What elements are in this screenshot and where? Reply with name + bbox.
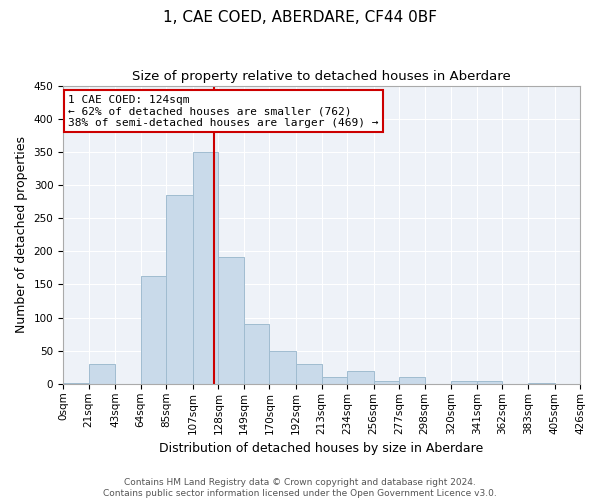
X-axis label: Distribution of detached houses by size in Aberdare: Distribution of detached houses by size … [160, 442, 484, 455]
Y-axis label: Number of detached properties: Number of detached properties [15, 136, 28, 333]
Title: Size of property relative to detached houses in Aberdare: Size of property relative to detached ho… [132, 70, 511, 83]
Text: 1, CAE COED, ABERDARE, CF44 0BF: 1, CAE COED, ABERDARE, CF44 0BF [163, 10, 437, 25]
Bar [63, 382, 89, 384]
Bar [451, 380, 477, 384]
Bar [218, 256, 244, 384]
Bar [399, 376, 425, 384]
Bar [244, 324, 269, 384]
Bar [374, 380, 399, 384]
Bar [166, 195, 193, 384]
Bar [322, 378, 347, 384]
Bar [140, 276, 166, 384]
Bar [347, 370, 374, 384]
Bar [193, 152, 218, 384]
Text: Contains HM Land Registry data © Crown copyright and database right 2024.
Contai: Contains HM Land Registry data © Crown c… [103, 478, 497, 498]
Bar [296, 364, 322, 384]
Text: 1 CAE COED: 124sqm
← 62% of detached houses are smaller (762)
38% of semi-detach: 1 CAE COED: 124sqm ← 62% of detached hou… [68, 94, 379, 128]
Bar [477, 380, 502, 384]
Bar [89, 364, 115, 384]
Bar [528, 382, 554, 384]
Bar [269, 351, 296, 384]
